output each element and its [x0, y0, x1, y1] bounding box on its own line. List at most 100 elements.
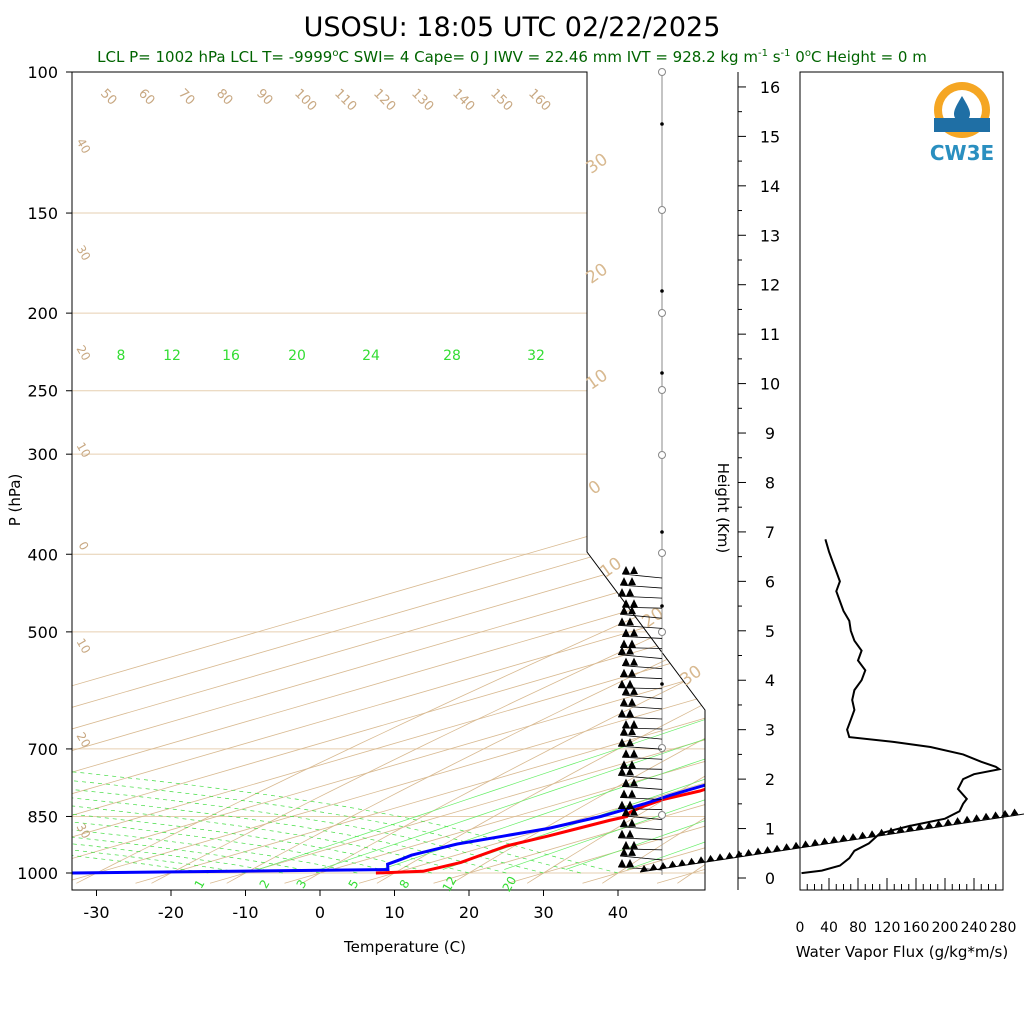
- wind-barb: [620, 706, 662, 709]
- isotherm-label-right: 10: [597, 554, 626, 583]
- surface-wind-flag: [840, 835, 848, 842]
- temperature-axis-title: Temperature (C): [343, 938, 466, 956]
- surface-wind-flag: [650, 864, 658, 871]
- dry-adiabat-label: 90: [253, 86, 275, 108]
- isotherm-line: [285, 72, 1024, 883]
- dry-adiabat-line: [152, 105, 1024, 883]
- surface-wind-flag: [821, 837, 829, 844]
- mixing-ratio-label: 24: [362, 348, 380, 364]
- flux-tick-label: 0: [796, 920, 805, 936]
- pressure-tick-label: 400: [27, 545, 58, 564]
- isotherm-line: [583, 72, 1024, 883]
- surface-wind-flag: [973, 814, 981, 821]
- surface-wind-flag: [849, 833, 857, 840]
- chart-title: USOSU: 18:05 UTC 02/22/2025: [304, 12, 721, 43]
- moist-adiabat-line: [0, 313, 432, 873]
- wind-barb: [620, 827, 662, 830]
- wind-barb-flag: [618, 588, 626, 596]
- wind-barb-flag: [626, 830, 634, 838]
- wind-barb-flag: [618, 738, 626, 746]
- water-vapor-flux-line: [802, 539, 1000, 873]
- dry-adiabat-label: 150: [487, 86, 515, 114]
- mixing-ratio-bottom-label: 5: [346, 877, 362, 891]
- isotherm-line: [0, 72, 1024, 883]
- pressure-tick-label: 250: [27, 382, 58, 401]
- wind-barb-flag: [620, 639, 628, 647]
- wind-barb-flag: [620, 819, 628, 827]
- pressure-tick-label: 200: [27, 304, 58, 323]
- isotherm-label-left: 20: [74, 730, 94, 750]
- mixing-ratio-label: 12: [163, 348, 181, 364]
- mixing-ratio-label: 28: [443, 348, 461, 364]
- dry-adiabat-label: 120: [370, 86, 398, 114]
- pressure-tick-label: 1000: [17, 864, 58, 883]
- wind-barb-flag: [628, 669, 636, 677]
- surface-wind-flag: [745, 849, 753, 856]
- surface-wind-flag: [859, 832, 867, 839]
- wind-barb-flag: [620, 790, 628, 798]
- dry-adiabat-label: 160: [525, 86, 553, 114]
- wind-calm-marker: [659, 207, 666, 214]
- dewpoint-profile-line: [67, 579, 1024, 873]
- mixing-ratio-bottom-label: 20: [500, 874, 520, 894]
- wind-barb: [620, 856, 662, 860]
- pressure-tick-label: 700: [27, 740, 58, 759]
- subtitle-text: s: [768, 48, 781, 66]
- wind-barb: [620, 647, 662, 648]
- wind-barb: [622, 666, 662, 669]
- wind-barb-flag: [630, 658, 638, 666]
- isotherm-label-right: 30: [677, 662, 706, 691]
- temperature-tick-label: 0: [315, 903, 325, 922]
- temperature-tick-label: 30: [533, 903, 553, 922]
- surface-wind-flag: [707, 855, 715, 862]
- surface-wind-flag: [1011, 808, 1019, 815]
- wind-barb: [618, 596, 662, 598]
- wind-barb-flag: [630, 720, 638, 728]
- wind-barb-flag: [618, 617, 626, 625]
- surface-wind-flag: [963, 816, 971, 823]
- flux-tick-label: 200: [932, 920, 959, 936]
- chart-subtitle: LCL P= 1002 hPa LCL T= -9999oC SWI= 4 Ca…: [97, 48, 927, 66]
- temperature-tick-label: 10: [384, 903, 404, 922]
- subtitle-superscript: -1: [781, 48, 791, 59]
- mixing-ratio-label: 32: [527, 348, 545, 364]
- temperature-tick-label: -30: [83, 903, 109, 922]
- mixing-ratio-bottom-label: 2: [257, 877, 273, 891]
- flux-tick-label: 80: [849, 920, 867, 936]
- height-tick-label: 0: [765, 869, 775, 888]
- flux-tick-label: 120: [874, 920, 901, 936]
- wind-level-dot: [660, 604, 664, 608]
- surface-wind-flag: [811, 839, 819, 846]
- subtitle-superscript: -1: [758, 48, 768, 59]
- height-tick-label: 12: [760, 276, 780, 295]
- temperature-tick-label: -20: [158, 903, 184, 922]
- flux-tick-label: 240: [961, 920, 988, 936]
- wind-barb-flag: [626, 801, 634, 809]
- surface-wind-flag: [688, 858, 696, 865]
- wind-barb-flag: [618, 801, 626, 809]
- wind-barb-flag: [630, 599, 638, 607]
- surface-wind-flag: [764, 846, 772, 853]
- wind-barb-flag: [618, 709, 626, 717]
- moist-adiabat-line: [0, 313, 506, 873]
- dry-adiabat-line: [377, 105, 1024, 883]
- surface-wind-flag: [954, 817, 962, 824]
- dry-adiabat-line: [302, 105, 1024, 883]
- dry-adiabat-line: [753, 105, 1024, 883]
- cw3e-logo: CW3E: [930, 82, 994, 165]
- wind-calm-marker: [659, 452, 666, 459]
- wind-barb-flag: [620, 577, 628, 585]
- wind-barb: [618, 717, 662, 719]
- wind-barb-flag: [630, 566, 638, 574]
- surface-wind-flag: [802, 840, 810, 847]
- surface-wind-flag: [982, 813, 990, 820]
- pressure-tick-label: 500: [27, 623, 58, 642]
- wind-barb-flag: [626, 680, 634, 688]
- height-tick-label: 16: [760, 78, 780, 97]
- surface-wind-flag: [783, 843, 791, 850]
- surface-wind-flag: [669, 861, 677, 868]
- height-tick-label: 7: [765, 523, 775, 542]
- height-tick-label: 6: [765, 572, 775, 591]
